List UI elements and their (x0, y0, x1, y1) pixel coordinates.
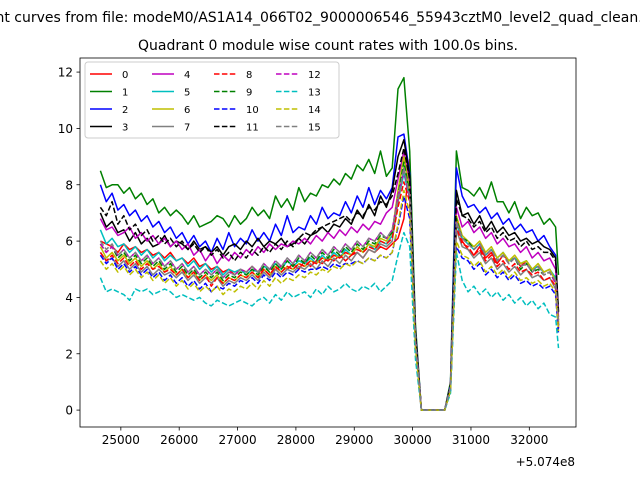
x-tick-label: 26000 (160, 433, 198, 447)
legend-frame (84, 61, 340, 139)
legend-label-6: 6 (184, 105, 190, 116)
y-tick-label: 10 (58, 122, 73, 136)
series-line-10 (99, 195, 560, 411)
x-tick-label: 28000 (277, 433, 315, 447)
x-tick-label: 27000 (218, 433, 256, 447)
y-tick-label: 6 (65, 235, 73, 249)
y-tick-label: 0 (65, 404, 73, 418)
legend-label-2: 2 (122, 105, 128, 116)
x-tick-label: 31000 (452, 433, 490, 447)
series-line-4 (99, 150, 560, 411)
figure-suptitle: Light curves from file: modeM0/AS1A14_06… (0, 10, 640, 26)
series-line-5 (99, 172, 560, 411)
series-line-15 (99, 167, 560, 411)
legend-label-8: 8 (246, 70, 252, 81)
legend-label-3: 3 (122, 123, 128, 134)
legend-label-11: 11 (246, 123, 259, 134)
x-tick-label: 32000 (510, 433, 548, 447)
legend-label-12: 12 (308, 70, 321, 81)
legend-label-1: 1 (122, 88, 128, 99)
series-line-14 (99, 189, 560, 411)
series-line-6 (99, 155, 560, 411)
series-line-7 (99, 167, 560, 411)
series-layer (99, 76, 560, 411)
series-line-2 (99, 133, 560, 411)
legend-label-0: 0 (122, 70, 128, 81)
legend-label-13: 13 (308, 88, 321, 99)
x-axis-offset-label: +5.074e8 (516, 455, 575, 469)
y-tick-label: 12 (58, 66, 73, 80)
series-line-1 (99, 76, 560, 411)
series-line-11 (99, 147, 560, 411)
chart-title: Quadrant 0 module wise count rates with … (138, 38, 518, 54)
legend-label-10: 10 (246, 105, 259, 116)
legend-label-4: 4 (184, 70, 190, 81)
legend-label-14: 14 (308, 105, 321, 116)
series-line-12 (99, 169, 560, 411)
x-tick-label: 25000 (102, 433, 140, 447)
series-line-0 (100, 158, 560, 411)
legend-label-7: 7 (184, 123, 190, 134)
y-tick-label: 8 (65, 178, 73, 192)
series-line-13 (99, 231, 560, 411)
x-tick-label: 29000 (335, 433, 373, 447)
x-tick-label: 30000 (394, 433, 432, 447)
legend-label-5: 5 (184, 88, 190, 99)
axes-layer: 25000 26000 27000 28000 29000 30000 31000 32000… (58, 57, 577, 447)
series-line-8 (99, 181, 560, 411)
plot-frame (79, 57, 577, 428)
y-tick-label: 4 (65, 291, 73, 305)
series-line-3 (99, 138, 560, 411)
legend-label-15: 15 (308, 123, 321, 134)
series-line-9 (99, 161, 560, 411)
y-tick-label: 2 (65, 347, 73, 361)
legend-label-9: 9 (246, 88, 252, 99)
